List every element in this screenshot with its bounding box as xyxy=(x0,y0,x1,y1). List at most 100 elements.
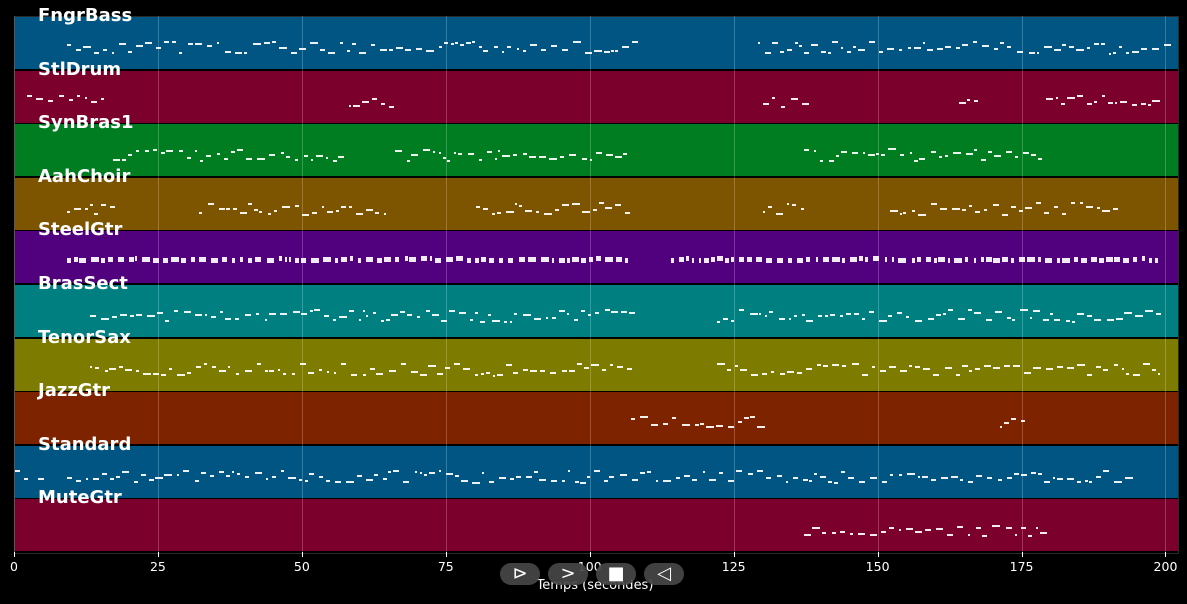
note xyxy=(828,51,831,54)
note xyxy=(355,212,363,215)
note xyxy=(982,534,987,537)
x-tick-label: 0 xyxy=(10,559,18,574)
note xyxy=(371,43,375,46)
note xyxy=(74,208,82,211)
note xyxy=(1032,310,1040,313)
track-tenorsax xyxy=(15,338,1178,392)
note xyxy=(136,369,140,372)
note xyxy=(591,363,599,366)
note xyxy=(1043,45,1052,48)
note xyxy=(1050,312,1054,315)
track-stldrum xyxy=(15,70,1178,124)
note xyxy=(876,153,880,156)
note xyxy=(974,311,982,314)
note xyxy=(289,256,292,262)
note xyxy=(459,44,465,47)
note xyxy=(325,157,329,160)
play-button[interactable]: ⊳ xyxy=(500,563,540,585)
note xyxy=(1069,46,1075,49)
note xyxy=(339,42,343,45)
note xyxy=(588,313,592,316)
note xyxy=(107,257,114,262)
note xyxy=(831,257,840,263)
note xyxy=(79,257,86,263)
note xyxy=(271,41,276,44)
note xyxy=(967,99,970,102)
note xyxy=(1067,96,1076,99)
note xyxy=(840,151,848,154)
note xyxy=(66,43,71,46)
note xyxy=(101,97,105,100)
note xyxy=(1145,309,1153,312)
note xyxy=(765,52,771,55)
note xyxy=(792,203,797,206)
note xyxy=(1093,319,1101,322)
note xyxy=(274,209,277,212)
note xyxy=(911,258,915,264)
note xyxy=(558,257,565,263)
track-label: MuteGtr xyxy=(38,487,122,509)
note xyxy=(299,48,306,51)
note xyxy=(278,256,282,262)
note xyxy=(365,478,373,481)
note xyxy=(533,318,541,321)
note xyxy=(346,49,351,52)
note xyxy=(1031,154,1037,157)
note xyxy=(801,103,809,106)
note xyxy=(346,480,354,483)
note xyxy=(416,48,423,51)
note xyxy=(170,256,179,262)
note xyxy=(294,159,298,162)
x-tick-label: 200 xyxy=(1153,559,1178,574)
forward-button[interactable]: > xyxy=(548,563,588,585)
note xyxy=(400,310,405,313)
note xyxy=(429,471,435,474)
note xyxy=(899,213,903,216)
note xyxy=(474,312,479,315)
note xyxy=(407,313,413,316)
note xyxy=(461,480,469,483)
note xyxy=(614,204,621,207)
note xyxy=(410,371,418,374)
note xyxy=(736,470,743,473)
note xyxy=(338,155,345,158)
note xyxy=(326,211,334,214)
note xyxy=(981,159,987,162)
note xyxy=(35,97,43,100)
note xyxy=(864,257,868,263)
note xyxy=(573,318,579,321)
note xyxy=(513,154,518,157)
note xyxy=(1023,151,1029,154)
note xyxy=(478,158,483,161)
note xyxy=(899,370,907,373)
note xyxy=(776,474,783,477)
note xyxy=(486,371,491,374)
note xyxy=(497,374,504,377)
note xyxy=(840,470,846,473)
note xyxy=(611,49,614,52)
note xyxy=(847,51,852,54)
note xyxy=(374,474,378,477)
note xyxy=(786,202,789,205)
note xyxy=(918,213,926,216)
note xyxy=(59,95,64,98)
note xyxy=(525,210,533,213)
note xyxy=(572,203,580,206)
note xyxy=(927,317,934,320)
note xyxy=(1147,104,1151,107)
note xyxy=(510,320,513,323)
note xyxy=(279,46,287,49)
note xyxy=(772,41,778,44)
note xyxy=(234,52,243,55)
back-button[interactable]: ◁ xyxy=(644,563,684,585)
note xyxy=(527,256,536,262)
note xyxy=(1106,318,1115,321)
stop-button[interactable]: ■ xyxy=(596,563,636,585)
note xyxy=(937,257,946,262)
note xyxy=(566,257,570,263)
x-tick-label: 150 xyxy=(865,559,890,574)
note xyxy=(1026,257,1035,263)
note xyxy=(291,51,297,54)
note xyxy=(373,311,377,314)
note xyxy=(848,476,855,479)
